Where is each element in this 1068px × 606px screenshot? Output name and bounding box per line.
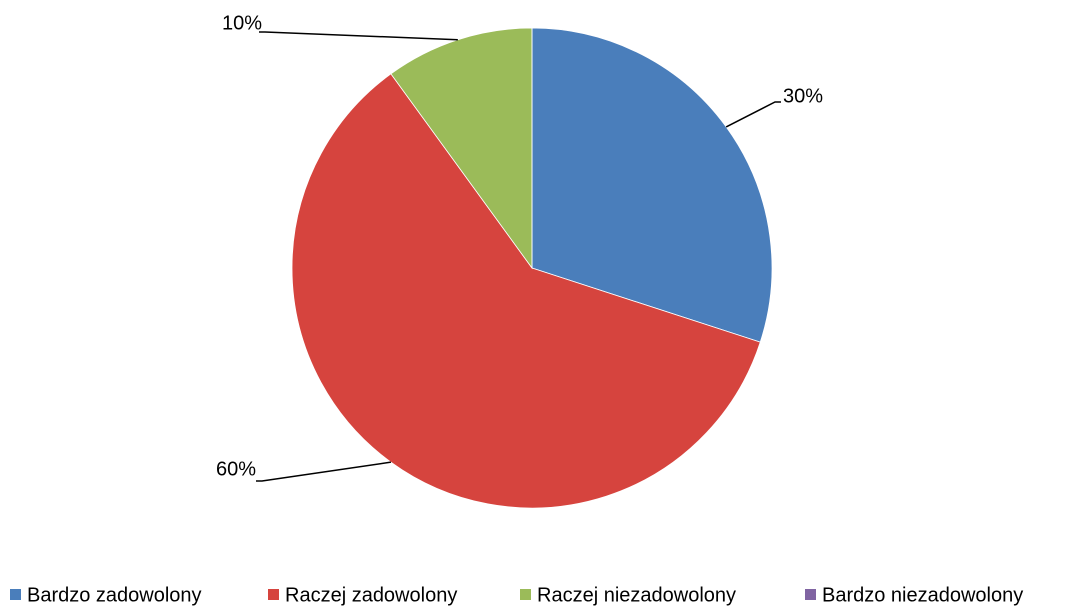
data-label: 30% bbox=[783, 85, 823, 107]
legend-label: Raczej niezadowolony bbox=[537, 584, 736, 606]
data-label: 60% bbox=[216, 458, 256, 480]
pie-slice bbox=[390, 27, 533, 270]
leader-line bbox=[725, 101, 781, 128]
leader-line bbox=[259, 31, 458, 41]
pie-slice bbox=[291, 73, 761, 509]
legend-label: Bardzo niezadowolony bbox=[822, 584, 1023, 606]
legend-swatch bbox=[10, 589, 21, 600]
legend-label: Raczej zadowolony bbox=[285, 584, 457, 606]
data-label: 10% bbox=[222, 12, 262, 34]
legend-swatch bbox=[520, 589, 531, 600]
legend-swatch bbox=[805, 589, 816, 600]
legend-swatch bbox=[268, 589, 279, 600]
legend-label: Bardzo zadowolony bbox=[27, 584, 202, 606]
leader-line bbox=[256, 461, 392, 482]
